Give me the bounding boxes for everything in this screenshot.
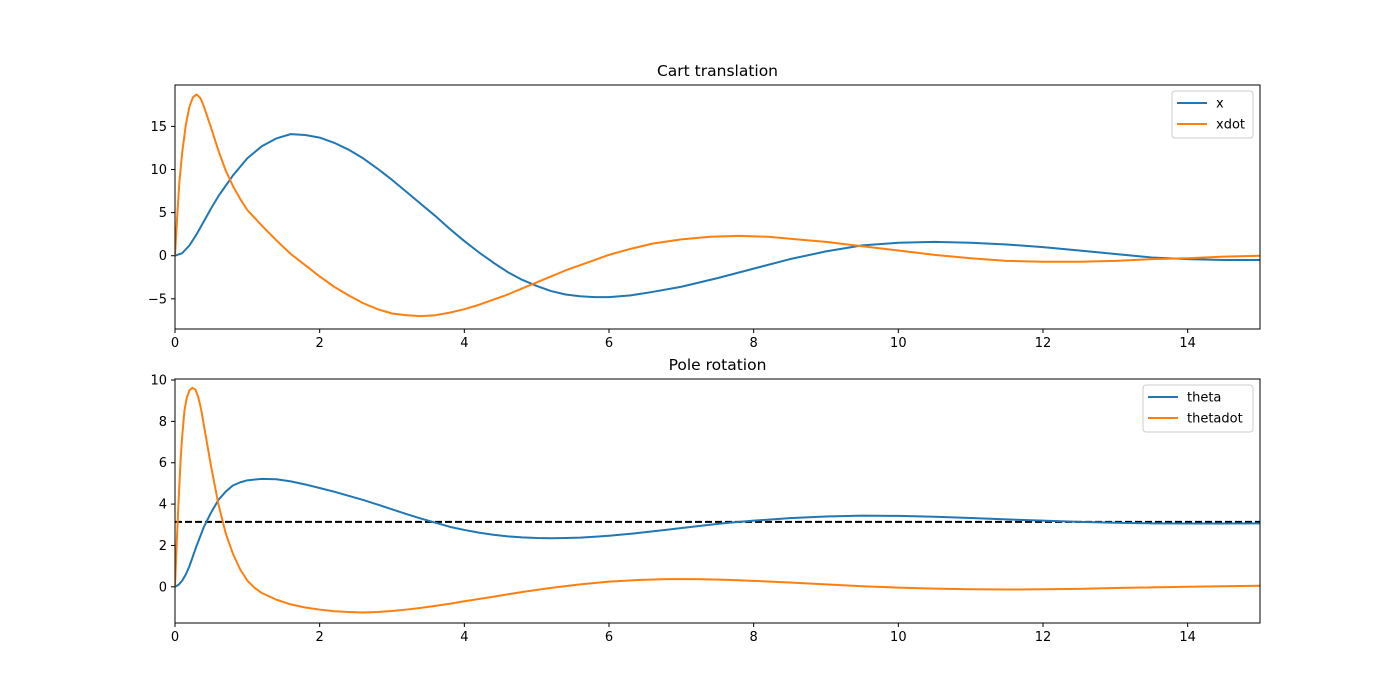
x-tick-label: 10 [890, 630, 907, 645]
y-tick-label: −5 [148, 292, 167, 307]
axes: 0 2 4 6 8 10 12 14 −5 0 5 10 15 [148, 84, 1261, 351]
y-tick-label: 6 [159, 456, 167, 471]
series-line-thetadot [175, 386, 1260, 614]
y-tick-label: 8 [159, 415, 167, 430]
x-tick-label: 0 [171, 336, 179, 351]
legend: x xdot [1171, 90, 1254, 139]
plot-area [175, 386, 1260, 614]
series-line-x [175, 133, 1260, 299]
legend-label-thetadot: thetadot [1187, 412, 1243, 427]
x-tick-label: 4 [460, 336, 468, 351]
x-tick-label: 14 [1179, 630, 1196, 645]
series-line-xdot [175, 93, 1260, 318]
y-tick-label: 0 [159, 249, 167, 264]
y-tick-label: 10 [150, 374, 167, 389]
y-tick-label: 2 [159, 539, 167, 554]
x-tick-label: 8 [750, 336, 758, 351]
x-tick-label: 12 [1035, 336, 1052, 351]
chart-title: Pole rotation [669, 356, 767, 374]
subplot-pole-rotation: Pole rotation 0 2 4 6 8 10 12 14 0 2 4 6 8 10 theta t… [150, 356, 1261, 645]
y-tick-label: 0 [159, 580, 167, 595]
series-line-theta [175, 477, 1260, 588]
y-tick-label: 5 [159, 206, 167, 221]
axes-frame [174, 84, 1261, 330]
x-tick-label: 2 [316, 630, 324, 645]
y-tick-label: 15 [150, 120, 167, 135]
x-tick-label: 0 [171, 630, 179, 645]
legend-label-theta: theta [1187, 391, 1221, 406]
axes: 0 2 4 6 8 10 12 14 0 2 4 6 8 10 [150, 374, 1261, 645]
y-tick-label: 4 [159, 498, 167, 513]
legend-label-xdot: xdot [1216, 118, 1245, 133]
x-tick-label: 6 [605, 630, 613, 645]
x-tick-label: 4 [460, 630, 468, 645]
x-tick-label: 6 [605, 336, 613, 351]
x-tick-label: 14 [1179, 336, 1196, 351]
legend-label-x: x [1216, 97, 1224, 112]
axes-frame [174, 378, 1261, 624]
legend: theta thetadot [1142, 384, 1254, 433]
plot-area [175, 93, 1260, 318]
x-tick-label: 12 [1035, 630, 1052, 645]
x-tick-label: 2 [316, 336, 324, 351]
subplot-cart-translation: Cart translation 0 2 4 6 8 10 12 14 −5 0 5 10 15 x x… [148, 62, 1261, 351]
x-tick-label: 10 [890, 336, 907, 351]
x-tick-label: 8 [750, 630, 758, 645]
chart-title: Cart translation [657, 62, 778, 80]
y-tick-label: 10 [150, 163, 167, 178]
